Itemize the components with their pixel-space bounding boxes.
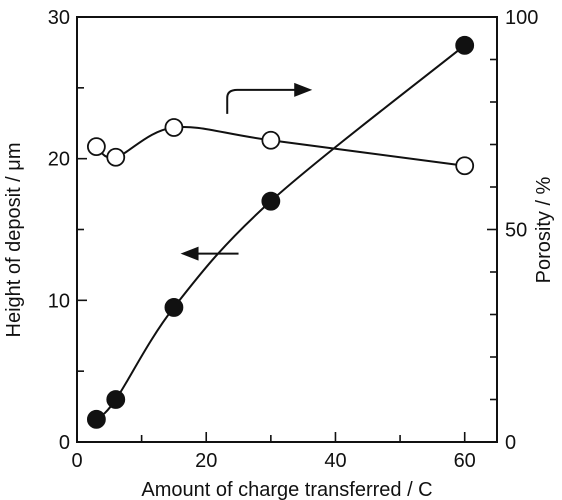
right-y-axis-label: Porosity / % <box>533 176 555 283</box>
left-y-tick-label: 0 <box>59 432 70 454</box>
deposit-height-point <box>86 409 106 429</box>
right-y-axis-ticks: 0 50 100 <box>487 7 538 454</box>
annotation-arrows <box>180 82 313 261</box>
right-axis-arrowhead <box>294 82 313 97</box>
deposit-height-point <box>164 298 184 317</box>
x-tick-label: 20 <box>195 450 217 472</box>
right-y-tick-label: 50 <box>505 220 527 242</box>
x-tick-label: 0 <box>71 450 82 472</box>
left-y-axis-ticks: 0 10 20 30 <box>48 7 87 454</box>
right-y-tick-label: 100 <box>505 7 538 29</box>
deposit-height-point <box>106 390 126 409</box>
right-axis-arrow-line <box>226 88 296 114</box>
deposit-height-line <box>95 44 466 421</box>
x-axis-label: Amount of charge transferred / C <box>141 479 432 500</box>
porosity-point <box>86 137 106 157</box>
left-y-tick-label: 30 <box>48 7 70 29</box>
x-tick-label: 60 <box>454 450 476 472</box>
left-y-tick-label: 20 <box>48 149 70 171</box>
porosity-point <box>106 147 126 167</box>
plot-frame <box>76 16 498 443</box>
left-y-axis-label: Height of deposit / μm <box>3 143 25 338</box>
series-lines <box>95 44 466 421</box>
deposit-height-point <box>261 191 281 211</box>
porosity-point <box>455 156 475 176</box>
left-y-tick-label: 10 <box>48 290 70 312</box>
left-axis-arrowhead <box>180 246 199 261</box>
x-axis-ticks: 0 20 40 60 <box>71 432 476 472</box>
porosity-point <box>261 130 281 150</box>
right-y-tick-label: 0 <box>505 432 516 454</box>
x-tick-label: 40 <box>324 450 346 472</box>
porosity-point <box>164 118 184 137</box>
porosity-line <box>95 125 465 167</box>
deposit-height-point <box>455 35 475 55</box>
series-points <box>86 35 475 429</box>
